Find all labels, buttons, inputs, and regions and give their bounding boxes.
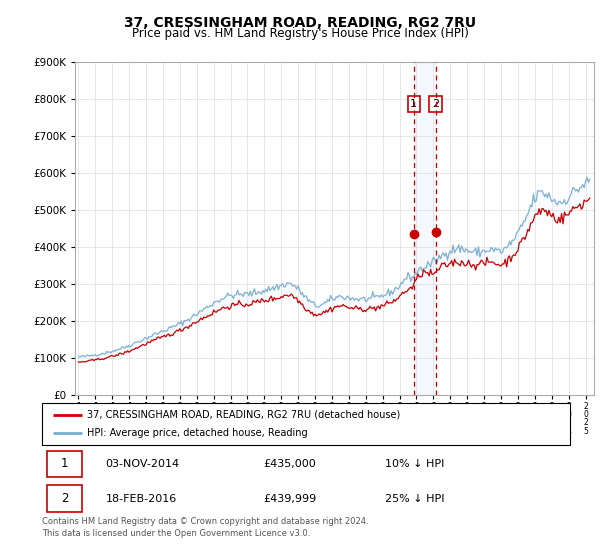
Text: 25% ↓ HPI: 25% ↓ HPI bbox=[385, 494, 445, 503]
Text: 37, CRESSINGHAM ROAD, READING, RG2 7RU (detached house): 37, CRESSINGHAM ROAD, READING, RG2 7RU (… bbox=[87, 410, 400, 420]
Text: 37, CRESSINGHAM ROAD, READING, RG2 7RU: 37, CRESSINGHAM ROAD, READING, RG2 7RU bbox=[124, 16, 476, 30]
Text: 2: 2 bbox=[61, 492, 68, 505]
Text: HPI: Average price, detached house, Reading: HPI: Average price, detached house, Read… bbox=[87, 428, 308, 438]
Text: 2: 2 bbox=[432, 99, 439, 109]
Text: 1: 1 bbox=[61, 458, 68, 470]
FancyBboxPatch shape bbox=[47, 451, 82, 477]
FancyBboxPatch shape bbox=[47, 486, 82, 512]
Text: £435,000: £435,000 bbox=[264, 459, 317, 469]
Bar bbox=[414, 62, 436, 395]
Text: Price paid vs. HM Land Registry's House Price Index (HPI): Price paid vs. HM Land Registry's House … bbox=[131, 27, 469, 40]
Text: 10% ↓ HPI: 10% ↓ HPI bbox=[385, 459, 445, 469]
Text: £439,999: £439,999 bbox=[264, 494, 317, 503]
Text: 18-FEB-2016: 18-FEB-2016 bbox=[106, 494, 176, 503]
Text: 03-NOV-2014: 03-NOV-2014 bbox=[106, 459, 179, 469]
Text: 1: 1 bbox=[410, 99, 417, 109]
Text: Contains HM Land Registry data © Crown copyright and database right 2024.
This d: Contains HM Land Registry data © Crown c… bbox=[42, 517, 368, 538]
FancyBboxPatch shape bbox=[42, 403, 570, 445]
